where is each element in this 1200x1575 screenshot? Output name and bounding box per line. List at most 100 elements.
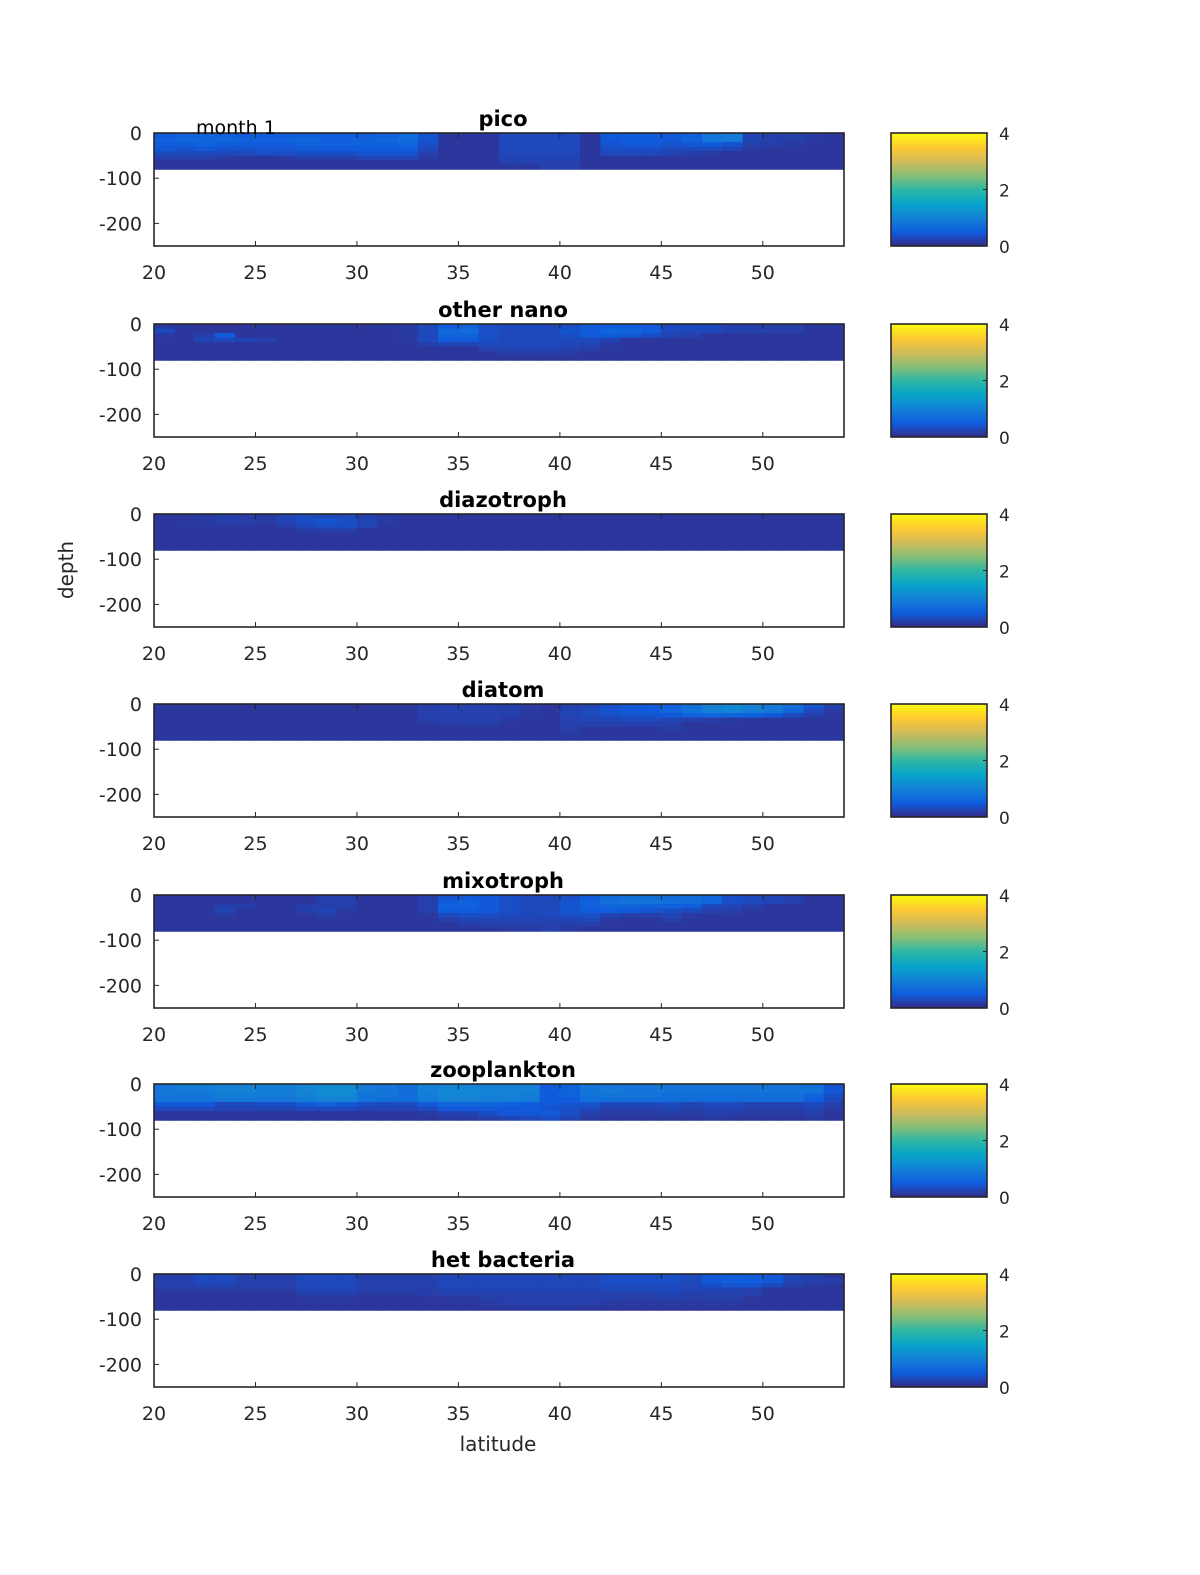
heatmap-cell [600,1274,622,1280]
heatmap-cell [417,735,439,741]
heatmap-cell [661,146,683,152]
heatmap-cell [661,545,683,551]
heatmap-cell [417,913,439,919]
y-tick-label: 0 [130,694,142,716]
heatmap-cell [377,926,399,932]
heatmap-cell [174,1287,196,1293]
heatmap-cell [722,1115,744,1121]
heatmap-cell [620,545,642,551]
heatmap-cell [154,1274,175,1280]
heatmap-cell [438,1287,460,1293]
heatmap-cell [641,541,662,547]
heatmap-cell [539,904,561,910]
heatmap-cell [174,355,196,361]
heatmap-cell [559,726,581,732]
heatmap-cell [356,899,378,905]
heatmap-cell [174,731,196,737]
heatmap-cell [356,164,378,170]
heatmap-cell [783,527,805,533]
heatmap-cell [154,536,175,542]
heatmap-cell [397,355,419,361]
heatmap-cell [458,1084,480,1090]
x-tick-label: 25 [243,833,267,855]
heatmap-cell [823,1287,845,1293]
heatmap-cell [438,726,460,732]
heatmap-cell [803,137,825,143]
heatmap-cell [600,913,622,919]
heatmap-cell [600,541,622,547]
heatmap-cell [783,895,805,901]
heatmap-cell [519,1115,541,1121]
heatmap-cell [458,1274,480,1280]
heatmap-cell [722,146,744,152]
heatmap-cell [235,545,257,551]
heatmap-cell [417,514,439,520]
heatmap-cell [519,532,541,538]
heatmap-cell [803,717,825,723]
heatmap-cell [539,155,561,161]
heatmap-cell [235,532,257,538]
heatmap-cell [681,904,703,910]
heatmap-cell [499,731,520,737]
heatmap-cell [296,713,317,719]
heatmap-cell [194,1088,216,1094]
heatmap-cell [438,922,460,928]
heatmap-cell [803,346,825,352]
heatmap-cell [661,913,683,919]
heatmap-cell [235,351,257,357]
heatmap-cell [701,1305,723,1311]
colorbar [890,513,988,628]
heatmap-cell [417,899,439,905]
heatmap-cell [742,1084,764,1090]
heatmap-cell [154,518,175,524]
heatmap-cell [722,735,744,741]
heatmap-cell [681,899,703,905]
heatmap-cell [417,518,439,524]
heatmap-cell [296,333,317,339]
heatmap-cell [235,518,257,524]
heatmap-cell [458,908,480,914]
heatmap-cell [823,155,845,161]
heatmap-cell [154,913,175,919]
heatmap-cell [377,1088,399,1094]
heatmap-cell [742,333,764,339]
heatmap-cell [783,1084,805,1090]
heatmap-cell [681,717,703,723]
heatmap-cell [539,1115,561,1121]
heatmap-cell [620,541,642,547]
heatmap-cell [519,333,541,339]
heatmap-cell [620,926,642,932]
heatmap-cell [235,342,257,348]
heatmap-cell [417,146,439,152]
heatmap-cell [296,346,317,352]
heatmap-cell [641,704,662,710]
heatmap-cell [275,913,297,919]
heatmap-cell [296,328,317,334]
heatmap-cell [620,1305,642,1311]
heatmap-cell [600,704,622,710]
heatmap-cell [539,545,561,551]
heatmap-cell [255,514,277,520]
heatmap-cell [641,731,662,737]
heatmap-cell [661,133,683,139]
heatmap-cell [316,1088,338,1094]
heatmap-cell [499,142,520,148]
heatmap-cell [803,142,825,148]
heatmap-cell [458,922,480,928]
heatmap-cell [174,1097,196,1103]
heatmap-cell [641,160,662,166]
heatmap-cell [356,518,378,524]
heatmap-cell [620,328,642,334]
heatmap-cell [762,1296,784,1302]
heatmap-cell [316,536,338,542]
heatmap-cell [336,1106,358,1112]
heatmap-cell [539,142,561,148]
heatmap-cell [742,1093,764,1099]
heatmap-cell [722,532,744,538]
heatmap-cell [539,328,561,334]
heatmap-cell [762,1283,784,1289]
heatmap-cell [214,1305,236,1311]
heatmap-cell [742,527,764,533]
heatmap-cell [397,1102,419,1108]
heatmap-cell [681,545,703,551]
